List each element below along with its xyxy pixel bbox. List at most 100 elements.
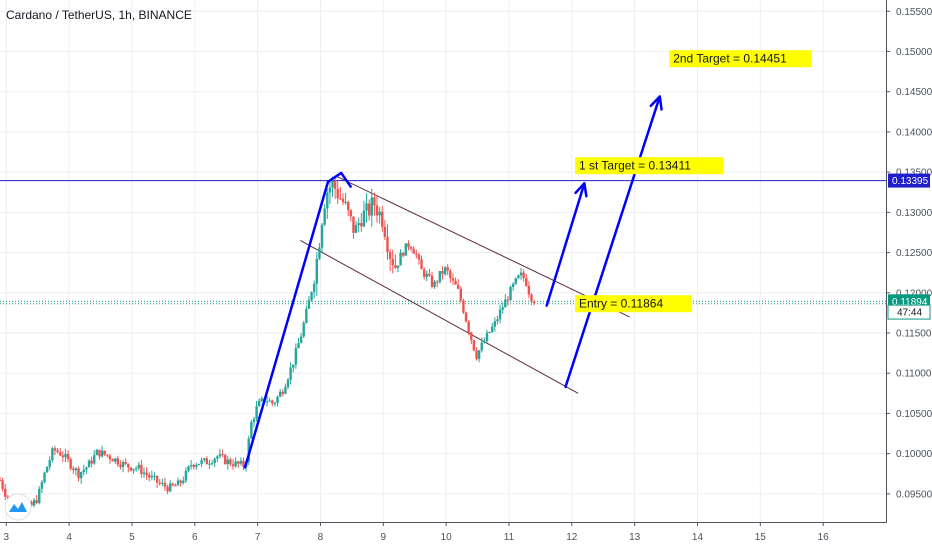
price-tick-label: 0.15500 [896, 7, 932, 18]
candle-body [305, 308, 308, 323]
candle-body [150, 475, 154, 478]
candle-body [370, 197, 373, 216]
candle-body [171, 483, 175, 486]
candle-body [315, 258, 319, 284]
candle-body [394, 265, 397, 268]
price-tick-label: 0.10000 [896, 449, 932, 460]
candle-body [203, 458, 206, 460]
candle-body [449, 270, 452, 279]
candle-body [525, 278, 528, 286]
candle-body [475, 350, 478, 359]
candle-body [433, 281, 436, 287]
candle-body [69, 459, 72, 469]
candle-body [85, 467, 88, 470]
candle-body [299, 336, 303, 344]
price-tick-label: 0.14000 [896, 127, 932, 138]
candle-body [161, 482, 164, 484]
candle-body [281, 391, 284, 394]
descending-channel [300, 175, 630, 394]
candle-body [420, 259, 423, 270]
price-tick-label: 0.10500 [896, 409, 932, 420]
candle-body [187, 466, 190, 471]
candle-body [362, 210, 366, 227]
candle-body [422, 269, 426, 277]
time-tick-label: 11 [504, 532, 515, 543]
candle-body [234, 461, 237, 467]
candle-body [462, 300, 465, 313]
candle-body [66, 453, 70, 460]
candle-body [100, 450, 104, 457]
candle-body [56, 450, 59, 453]
candle-body [312, 283, 316, 293]
candle-body [425, 273, 428, 277]
candle-body [409, 246, 413, 249]
candle-body [417, 254, 421, 260]
time-axis[interactable]: 3 4 5 6 7 8 9 10 11 12 13 14 15 16 [0, 522, 932, 550]
candle-body [451, 278, 455, 281]
candle-body [441, 271, 444, 275]
candle-body [61, 455, 65, 458]
candle-body [166, 486, 169, 492]
time-tick-label: 8 [318, 532, 324, 543]
candle-body [197, 463, 201, 465]
time-tick-label: 7 [255, 532, 261, 543]
candle-body [35, 500, 38, 503]
candle-body [208, 463, 211, 465]
candle-body [174, 485, 177, 487]
price-tick-label: 0.15000 [896, 47, 932, 58]
candle-body [258, 400, 261, 407]
candle-body [265, 401, 269, 403]
candle-body [472, 340, 476, 351]
candle-body [367, 203, 371, 216]
candle-body [142, 472, 146, 474]
tradingview-logo[interactable] [4, 493, 32, 521]
price-tick-label: 0.09500 [896, 489, 932, 500]
candle-body [255, 406, 258, 419]
candle-body [302, 322, 305, 337]
candle-body [250, 422, 253, 439]
candle-body [459, 288, 463, 301]
candle-body [200, 459, 203, 464]
price-badge-bg [887, 304, 931, 320]
time-tick-label: 5 [129, 532, 135, 543]
candle-body [205, 458, 209, 465]
time-tick-label: 6 [192, 532, 198, 543]
candle-body [446, 267, 449, 271]
candle-body [386, 236, 389, 253]
candle-body [121, 461, 125, 467]
candle-body [514, 278, 517, 284]
price-axis[interactable]: 0.09500 0.10000 0.10500 0.11000 0.11500 0.120… [886, 0, 932, 550]
candle-body [53, 448, 57, 451]
time-tick-label: 13 [629, 532, 641, 543]
candle-body [77, 468, 80, 479]
candle-body [111, 459, 114, 462]
candle-body [383, 226, 387, 237]
candle-body [344, 201, 347, 203]
candle-body [436, 281, 439, 283]
candle-body [229, 459, 232, 465]
candle-body [412, 248, 415, 254]
candle-body [40, 482, 44, 489]
candle-body [195, 464, 198, 467]
candle-body [454, 280, 457, 285]
price-badge-bg [888, 173, 930, 188]
candle-body [323, 208, 326, 225]
candle-body [404, 243, 408, 256]
candle-body [456, 284, 460, 289]
candle-body [0, 480, 2, 482]
candle-body [318, 247, 321, 259]
candle-body [155, 475, 159, 483]
candle-body [443, 267, 447, 275]
annotation-label-bg [574, 295, 693, 313]
trend-arrows [243, 95, 663, 469]
candle-body [108, 455, 112, 460]
channel-line [335, 175, 630, 318]
candle-body [522, 272, 525, 279]
candle-body [93, 455, 96, 464]
annotation-label: 2nd Target = 0.14451 [673, 52, 787, 66]
price-tick-label: 0.11500 [896, 328, 932, 339]
candle-body [391, 258, 394, 266]
candle-body [153, 475, 156, 477]
candle-body [365, 203, 368, 211]
